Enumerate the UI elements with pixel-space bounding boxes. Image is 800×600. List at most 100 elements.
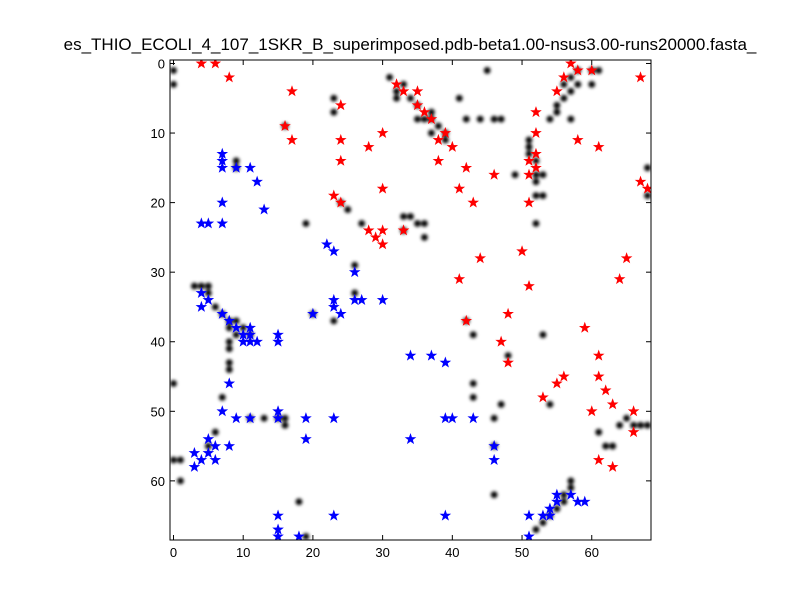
contact-point — [232, 157, 240, 165]
red-star-marker — [432, 154, 445, 166]
contact-point — [546, 115, 554, 123]
red-star-marker — [439, 126, 452, 138]
blue-star-marker — [300, 412, 312, 424]
contact-point — [211, 428, 219, 436]
red-star-marker — [453, 273, 466, 285]
red-star-marker — [592, 453, 605, 465]
plot-frame — [169, 59, 652, 541]
contact-point — [637, 421, 644, 429]
x-tick-label: 0 — [170, 545, 177, 560]
blue-star-marker — [230, 412, 243, 424]
x-tick-label: 50 — [515, 545, 529, 560]
red-star-marker — [523, 279, 535, 292]
red-star-marker — [551, 85, 563, 97]
red-star-marker — [502, 307, 514, 319]
y-axis: 0 10 20 30 40 50 60 — [151, 56, 651, 489]
blue-star-marker — [551, 495, 563, 507]
blue-star-marker — [195, 453, 208, 465]
blue-star-marker — [272, 335, 284, 347]
contact-point — [421, 220, 428, 227]
blue-star-marker — [300, 433, 312, 445]
blue-star-marker — [523, 530, 535, 540]
chart-title: es_THIO_ECOLI_4_107_1SKR_B_superimposed.… — [64, 35, 757, 54]
contact-point — [560, 80, 568, 88]
red-star-marker — [376, 182, 389, 194]
red-star-marker — [537, 391, 549, 403]
red-star-marker — [641, 182, 651, 194]
contact-point — [532, 178, 540, 186]
red-star-marker — [223, 71, 236, 83]
red-star-marker — [362, 140, 375, 152]
blue-star-marker — [488, 453, 500, 465]
contact-point — [567, 87, 575, 95]
red-star-marker — [453, 182, 466, 194]
blue-star-marker — [404, 433, 417, 445]
blue-star-marker — [244, 412, 256, 424]
red-star-marker — [613, 273, 626, 285]
red-star-marker — [585, 405, 598, 417]
contact-point — [302, 220, 310, 227]
red-star-marker — [376, 224, 389, 236]
red-star-marker — [558, 71, 570, 83]
contact-point — [351, 289, 359, 297]
blue-star-marker — [272, 530, 284, 540]
contact-point — [560, 498, 568, 506]
blue-star-marker — [216, 217, 229, 229]
blue-star-marker — [578, 495, 591, 507]
contact-point — [588, 80, 596, 88]
contact-point — [260, 414, 268, 422]
blue-star-marker — [188, 460, 201, 472]
red-star-marker — [530, 147, 542, 159]
contact-point — [225, 324, 233, 332]
contact-point — [539, 331, 547, 339]
blue-star-marker — [544, 502, 556, 514]
blue-star-marker — [202, 217, 215, 229]
contact-point — [434, 122, 442, 130]
y-tick-label: 30 — [151, 265, 165, 280]
blue-star-marker — [328, 300, 340, 312]
blue-star-marker — [328, 509, 340, 521]
contact-point — [204, 282, 212, 290]
contact-point — [644, 164, 651, 172]
red-star-marker — [328, 189, 340, 201]
red-star-marker — [411, 99, 424, 111]
contact-point — [177, 456, 184, 464]
contact-point — [170, 380, 177, 387]
blue-star-marker — [202, 446, 215, 458]
contact-point — [225, 366, 233, 373]
red-star-marker — [467, 196, 480, 208]
contact-point — [302, 533, 310, 540]
red-star-marker — [334, 154, 347, 166]
blue-star-marker — [272, 412, 284, 424]
blue-star-marker — [328, 245, 340, 257]
red-star-marker — [530, 126, 542, 138]
red-star-marker — [390, 78, 403, 90]
contact-point — [616, 421, 624, 429]
red-star-marker — [571, 64, 584, 76]
red-star-marker — [376, 126, 389, 138]
contact-point — [225, 345, 233, 353]
y-tick-label: 0 — [158, 56, 165, 71]
blue-star-marker — [328, 412, 340, 424]
contact-point — [469, 393, 477, 401]
red-star-marker — [578, 321, 591, 333]
contact-point — [490, 115, 498, 123]
contact-point — [490, 491, 498, 499]
blue-star-marker — [223, 439, 236, 452]
contact-point — [400, 213, 407, 220]
red-star-marker — [334, 133, 347, 145]
blue-star-marker — [439, 509, 452, 521]
red-star-marker — [397, 224, 410, 236]
contact-point — [553, 108, 561, 116]
contact-point — [595, 428, 603, 436]
x-tick-label: 30 — [375, 545, 389, 560]
contact-point — [281, 421, 289, 429]
blue-star-marker — [439, 356, 452, 368]
red-star-marker — [592, 140, 605, 152]
contact-point — [553, 505, 561, 513]
red-star-marker — [516, 245, 528, 257]
contact-point — [190, 282, 198, 290]
red-star-marker — [195, 60, 208, 69]
red-star-marker — [446, 140, 459, 152]
red-star-marker — [334, 196, 347, 208]
